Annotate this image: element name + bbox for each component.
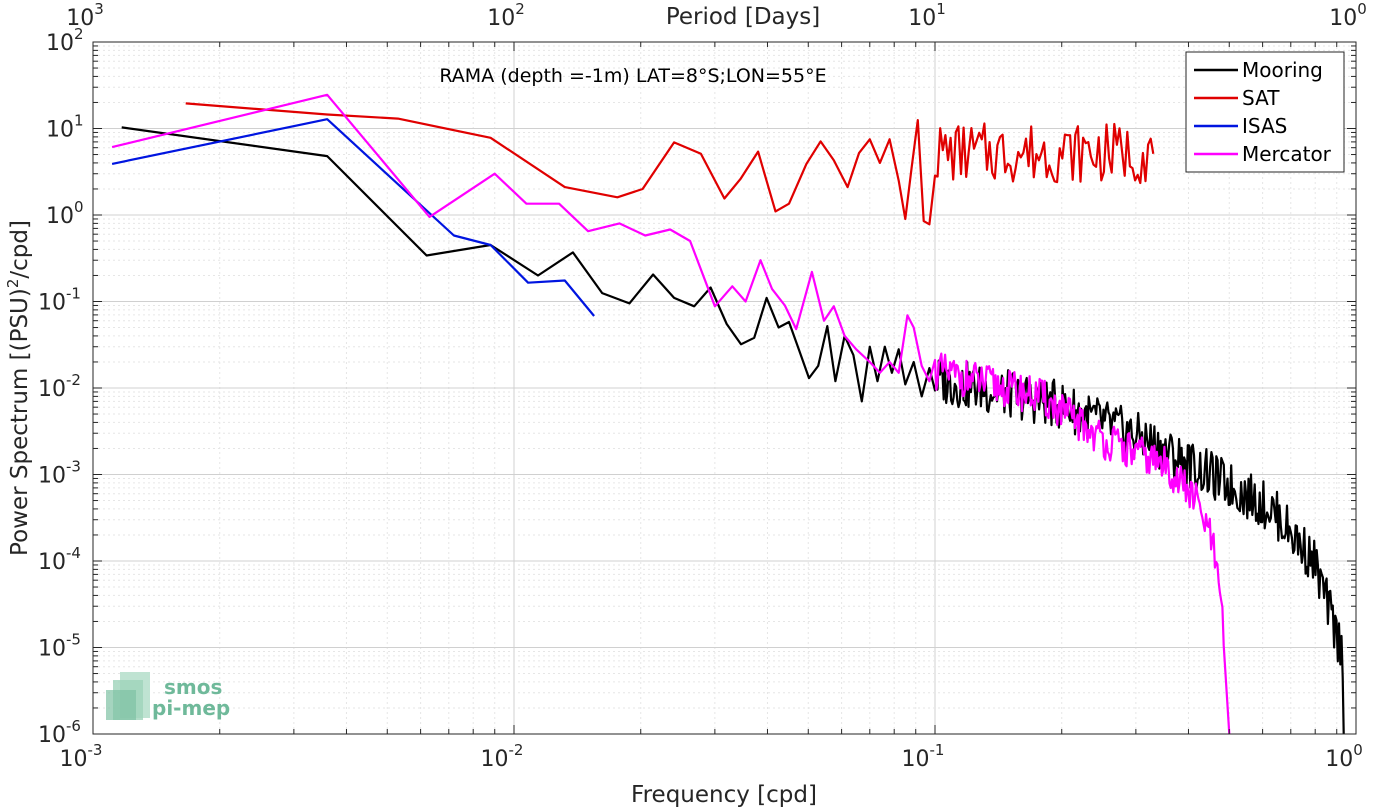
y-tick-label: 101	[46, 112, 84, 143]
x-tick-label: 10-3	[60, 741, 103, 772]
y-tick-label: 10-3	[38, 458, 81, 489]
top-tick-label: 103	[66, 0, 104, 31]
tick-marks	[92, 41, 1357, 735]
top-tick-label: 100	[1329, 0, 1367, 31]
series-line-mooring	[121, 126, 1345, 735]
y-tick-label: 10-4	[38, 544, 81, 575]
grid	[92, 42, 1356, 735]
series-lines	[111, 93, 1345, 735]
legend-label-isas: ISAS	[1242, 114, 1287, 138]
top-tick-label: 102	[487, 0, 525, 31]
x-tick-label: 100	[1325, 741, 1363, 772]
y-tick-label: 10-6	[38, 717, 81, 748]
svg-text:pi-mep: pi-mep	[152, 696, 230, 720]
x-tick-label: 10-2	[481, 741, 524, 772]
series-line-mercator	[111, 93, 1231, 735]
y-tick-label: 10-5	[38, 631, 81, 662]
legend-label-mooring: Mooring	[1242, 58, 1323, 82]
legend-box	[1185, 51, 1345, 173]
legend: Mooring SAT ISAS Mercator	[1185, 51, 1345, 173]
x-tick-label: 10-1	[902, 741, 945, 772]
legend-label-sat: SAT	[1242, 86, 1280, 110]
annotation: RAMA (depth =-1m) LAT=8°S;LON=55°E	[439, 65, 826, 87]
y-axis-title: Power Spectrum [(PSU)2/cpd]	[4, 220, 33, 556]
series-line-isas	[111, 118, 595, 317]
series-line-sat	[185, 102, 1155, 226]
top-tick-label: 101	[908, 0, 946, 31]
y-tick-label: 10-2	[38, 371, 81, 402]
legend-label-mercator: Mercator	[1242, 142, 1332, 166]
smos-pi-mep-logo: smos pi-mep	[106, 672, 230, 720]
y-tick-label: 100	[46, 198, 84, 229]
top-axis-title: Period [Days]	[666, 4, 820, 30]
svg-text:smos: smos	[164, 675, 222, 699]
y-tick-label: 10-1	[38, 285, 81, 316]
x-axis-title: Frequency [cpd]	[631, 782, 817, 808]
y-tick-label: 102	[46, 25, 84, 56]
logo-mark-icon	[106, 672, 150, 720]
